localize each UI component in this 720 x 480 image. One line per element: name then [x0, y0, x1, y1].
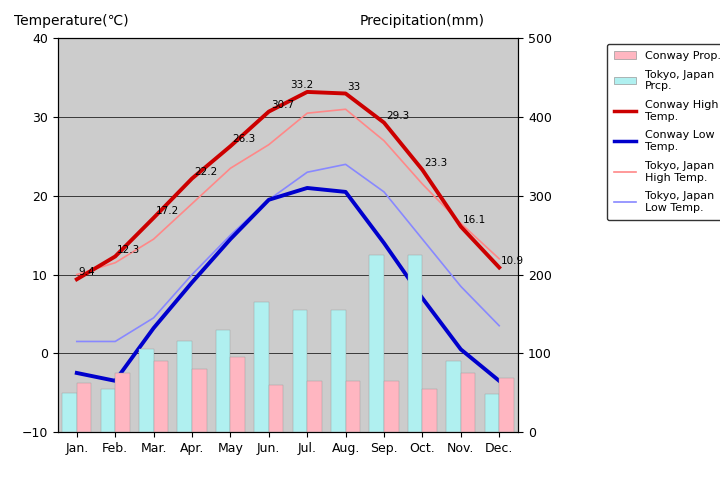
- Bar: [192, 369, 207, 432]
- Text: Temperature(℃): Temperature(℃): [14, 14, 129, 28]
- Text: 10.9: 10.9: [501, 255, 524, 265]
- Bar: [254, 302, 269, 432]
- Text: 26.3: 26.3: [233, 134, 256, 144]
- Text: 16.1: 16.1: [463, 215, 486, 225]
- Bar: [101, 389, 115, 432]
- Bar: [446, 361, 461, 432]
- Bar: [307, 381, 322, 432]
- Bar: [485, 394, 499, 432]
- Bar: [346, 381, 360, 432]
- Bar: [153, 361, 168, 432]
- Text: 30.7: 30.7: [271, 100, 294, 109]
- Bar: [384, 381, 399, 432]
- Legend: Conway Prop., Tokyo, Japan
Prcp., Conway High
Temp., Conway Low
Temp., Tokyo, Ja: Conway Prop., Tokyo, Japan Prcp., Conway…: [607, 44, 720, 220]
- Text: 29.3: 29.3: [386, 111, 409, 120]
- Text: 33.2: 33.2: [290, 80, 313, 90]
- Bar: [331, 310, 346, 432]
- Text: 33: 33: [348, 82, 361, 92]
- Bar: [216, 330, 230, 432]
- Bar: [177, 341, 192, 432]
- Bar: [115, 373, 130, 432]
- Text: Precipitation(mm): Precipitation(mm): [360, 14, 485, 28]
- Text: 23.3: 23.3: [424, 158, 448, 168]
- Bar: [77, 383, 91, 432]
- Bar: [230, 357, 245, 432]
- Bar: [139, 349, 153, 432]
- Text: 17.2: 17.2: [156, 206, 179, 216]
- Text: 12.3: 12.3: [117, 244, 140, 254]
- Bar: [461, 373, 475, 432]
- Text: 22.2: 22.2: [194, 167, 217, 177]
- Bar: [408, 255, 423, 432]
- Bar: [369, 255, 384, 432]
- Bar: [423, 389, 437, 432]
- Bar: [62, 393, 77, 432]
- Bar: [292, 310, 307, 432]
- Text: 9.4: 9.4: [78, 267, 95, 277]
- Bar: [499, 378, 514, 432]
- Bar: [269, 385, 284, 432]
